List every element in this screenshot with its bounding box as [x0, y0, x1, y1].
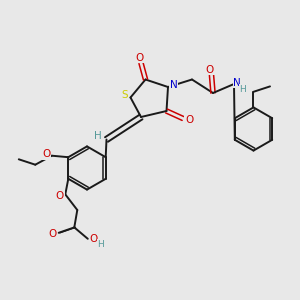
- Text: S: S: [122, 90, 128, 100]
- Text: O: O: [135, 52, 144, 63]
- Text: H: H: [240, 85, 246, 94]
- Text: N: N: [233, 77, 241, 88]
- Text: O: O: [42, 149, 50, 159]
- Text: N: N: [169, 80, 177, 90]
- Text: H: H: [94, 131, 102, 141]
- Text: O: O: [56, 191, 64, 201]
- Text: H: H: [97, 240, 104, 249]
- Text: O: O: [185, 115, 193, 125]
- Text: O: O: [89, 234, 97, 244]
- Text: O: O: [206, 64, 214, 75]
- Text: O: O: [49, 229, 57, 239]
